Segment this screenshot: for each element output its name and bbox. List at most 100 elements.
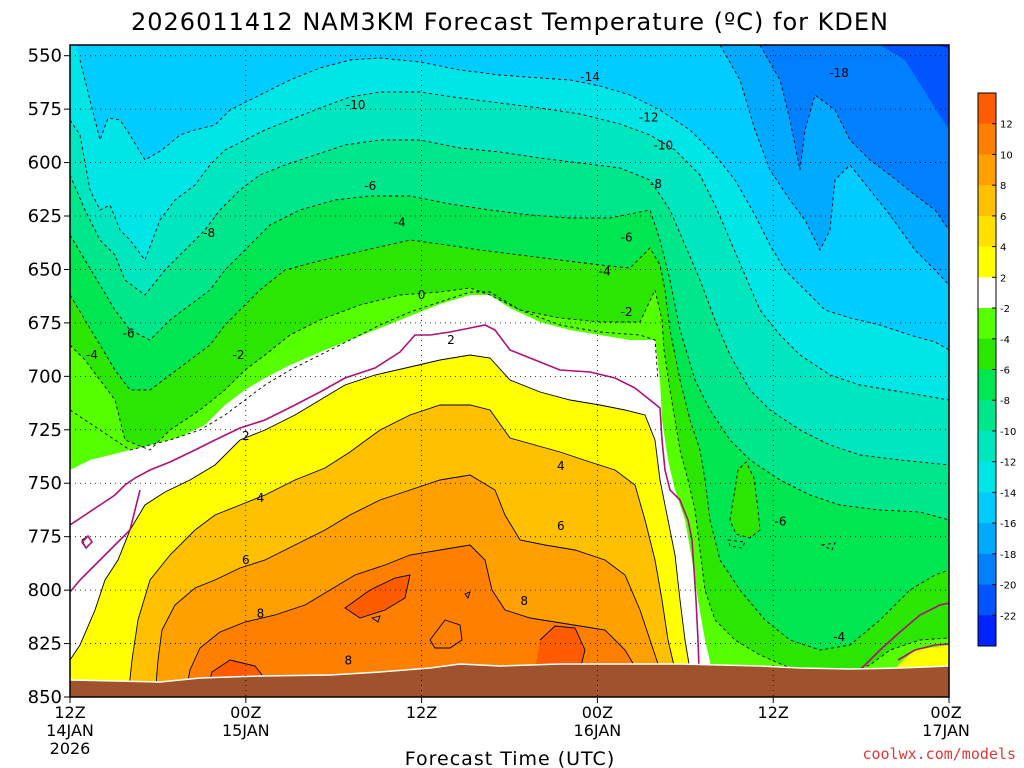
contour-6 xyxy=(154,474,666,697)
colorbar-label: 4 xyxy=(1000,243,1006,254)
grid-lines xyxy=(70,45,949,697)
colorbar-swatch xyxy=(978,308,996,340)
x-tick-label: 00Z xyxy=(582,703,613,722)
y-tick-label: 850 xyxy=(28,687,62,708)
contour-label: -6 xyxy=(621,230,633,244)
terrain-ground xyxy=(70,664,949,697)
contour-label: 6 xyxy=(557,519,565,533)
contour-minus16 xyxy=(719,45,949,286)
contour-label: -2 xyxy=(621,305,633,319)
freezing-line-small-loop xyxy=(80,534,94,550)
colorbar-swatch xyxy=(978,584,996,616)
temperature-fill-layer: -14 -18 -10 -12 -10 -8 -6 -8 -4 -6 -4 0 -2 -6 -4 2 -2 2 4 4… xyxy=(70,45,949,697)
colorbar-label: -10 xyxy=(1000,427,1016,438)
colorbar-swatch xyxy=(978,553,996,585)
colorbar-label: -8 xyxy=(1000,396,1010,407)
contour-label: 6 xyxy=(242,553,250,567)
contour-label: -12 xyxy=(639,111,659,125)
plot-frame xyxy=(69,44,950,698)
colorbar-swatch xyxy=(978,154,996,186)
y-tick-label: 725 xyxy=(28,420,62,441)
contour-minus2 xyxy=(70,291,659,451)
chart-title: 2026011412 NAM3KM Forecast Temperature (… xyxy=(131,8,889,36)
contour-label: 4 xyxy=(557,459,565,473)
contour-label: -4 xyxy=(833,630,845,644)
colorbar-label: -16 xyxy=(1000,519,1016,530)
contour-label: -14 xyxy=(580,70,600,84)
contour-label: -8 xyxy=(203,226,215,240)
y-tick-label: 650 xyxy=(28,259,62,280)
colorbar-swatch xyxy=(978,185,996,217)
contour-label: -8 xyxy=(650,177,662,191)
y-tick-label: 675 xyxy=(28,313,62,334)
contour-label: -4 xyxy=(86,348,98,362)
contour-label: 2 xyxy=(447,333,455,347)
contour-label: -4 xyxy=(394,215,406,229)
contour-4 xyxy=(127,404,683,697)
x-tick-label: 12Z xyxy=(406,703,437,722)
x-tick-label: 00Z xyxy=(930,703,961,722)
contour-label: 2 xyxy=(242,429,250,443)
contour-label: 0 xyxy=(418,288,426,302)
x-tick-label: 12Z xyxy=(758,703,789,722)
colorbar-label: -14 xyxy=(1000,488,1016,499)
colorbar-label: 8 xyxy=(1000,181,1006,192)
contour-label: -6 xyxy=(123,327,135,341)
colorbar-swatch xyxy=(978,93,996,125)
y-axis: 550 575 600 625 650 675 700 725 750 775 800 825 850 xyxy=(28,46,70,708)
band-minus6-pocket xyxy=(730,462,760,538)
contour-label: -18 xyxy=(829,66,849,80)
y-tick-label: 550 xyxy=(28,46,62,67)
contour-minus18 xyxy=(759,45,949,231)
x-tick-label: 17JAN xyxy=(922,721,970,740)
contour-10 xyxy=(204,574,586,697)
x-tick-label: 16JAN xyxy=(574,721,622,740)
colorbar-label: 6 xyxy=(1000,212,1006,223)
contour-minus10 xyxy=(70,139,949,466)
colorbar-label: -2 xyxy=(1000,304,1010,315)
colorbar-swatch xyxy=(978,400,996,432)
colorbar-swatch xyxy=(978,430,996,463)
colorbar: 12 10 8 6 4 2 -2 -4 -6 -8 -10 -12 -14 -16 -18 -20 -22 xyxy=(977,92,1016,647)
contour-labels: -14 -18 -10 -12 -10 -8 -6 -8 -4 -6 -4 0 -2 -6 -4 2 -2 2 4 4… xyxy=(86,66,849,668)
freezing-line-0c xyxy=(70,324,949,697)
contour-minus12 xyxy=(70,91,949,401)
colorbar-swatch xyxy=(978,523,996,555)
colorbar-label: 12 xyxy=(1000,120,1013,131)
colorbar-label: 10 xyxy=(1000,150,1013,161)
colorbar-label: -6 xyxy=(1000,366,1010,377)
colorbar-swatch xyxy=(978,246,996,278)
contour-minus14 xyxy=(79,57,949,351)
contour-label: 4 xyxy=(257,491,265,505)
contour-8 xyxy=(184,544,646,697)
contour-label: -10 xyxy=(654,138,674,152)
colorbar-label: -12 xyxy=(1000,458,1016,469)
colorbar-swatch xyxy=(978,277,996,309)
y-tick-label: 750 xyxy=(28,473,62,494)
colorbar-label: -4 xyxy=(1000,335,1010,346)
contour-label: -4 xyxy=(599,265,611,279)
colorbar-swatch xyxy=(978,492,996,524)
contour-label: 8 xyxy=(345,654,353,668)
colorbar-label: 2 xyxy=(1000,273,1006,284)
contour-minus6 xyxy=(70,239,949,651)
colorbar-swatch xyxy=(978,369,996,401)
credit-text: coolwx.com/models xyxy=(862,745,1016,763)
y-tick-label: 600 xyxy=(28,153,62,174)
x-tick-label: 12Z xyxy=(54,703,85,722)
contour-label: -2 xyxy=(232,348,244,362)
colorbar-label: -22 xyxy=(1000,611,1016,622)
y-tick-label: 625 xyxy=(28,206,62,227)
colorbar-swatch xyxy=(978,338,996,370)
x-axis-label: Forecast Time (UTC) xyxy=(405,748,615,768)
y-tick-label: 575 xyxy=(28,99,62,120)
colorbar-label: -18 xyxy=(1000,550,1016,561)
colorbar-swatch xyxy=(978,123,996,155)
contour-minus6-pocket xyxy=(727,461,836,551)
x-tick-label: 14JAN xyxy=(46,721,94,740)
colorbar-label: -20 xyxy=(1000,581,1016,592)
y-tick-label: 825 xyxy=(28,634,62,655)
contour-label: 8 xyxy=(257,607,265,621)
